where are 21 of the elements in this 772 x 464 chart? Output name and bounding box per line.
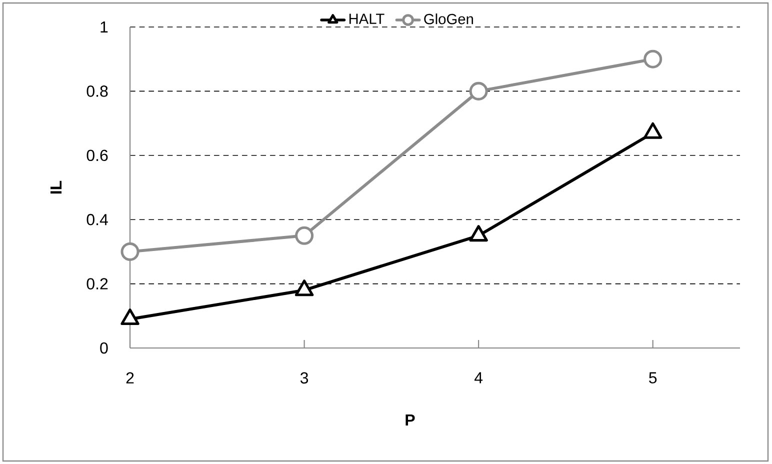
- point: [295, 226, 314, 245]
- x-tick-label: 3: [300, 372, 308, 384]
- x-tick-label: 5: [649, 372, 657, 384]
- point: [469, 82, 488, 100]
- legend-label: GloGen: [424, 13, 473, 24]
- point: [294, 280, 314, 296]
- point: [644, 50, 662, 68]
- point: [120, 308, 140, 326]
- y-tick-label: 0.2: [86, 278, 108, 290]
- y-tick-label: 0: [100, 342, 108, 354]
- y-tick-label: 0.6: [86, 150, 108, 162]
- y-axis-title: IL: [50, 180, 62, 194]
- point: [469, 225, 488, 242]
- y-tick-label: 0.8: [86, 86, 108, 97]
- y-tick-label: 0.4: [86, 214, 108, 226]
- y-tick-label: 1: [100, 22, 108, 32]
- x-tick-label: 4: [474, 372, 483, 384]
- point: [120, 242, 140, 261]
- legend-label: HALT: [349, 14, 384, 24]
- x-tick-label: 2: [126, 372, 134, 384]
- x-axis-title: P: [406, 414, 415, 426]
